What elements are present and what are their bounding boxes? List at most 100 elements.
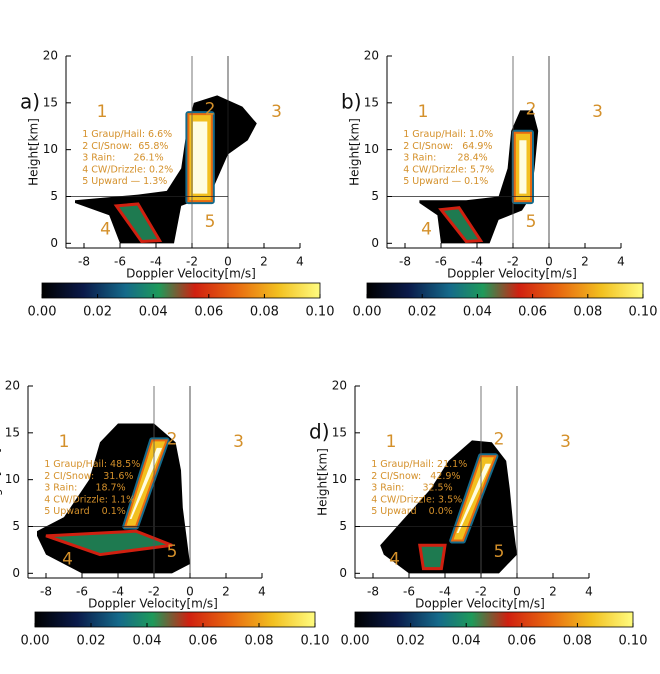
- colorbar-tick-label: 0.06: [507, 634, 536, 649]
- legend-entry: 4 CW/Drizzle: 3.5%: [371, 494, 462, 505]
- colorbar-tick-label: 0.08: [573, 305, 602, 320]
- y-tick-label: 10: [43, 142, 58, 156]
- colorbar-tick-label: 0.10: [619, 634, 648, 649]
- region-label: 2: [167, 429, 178, 449]
- y-axis-label: Height[km]: [0, 448, 3, 516]
- x-tick-label: 0: [224, 255, 232, 269]
- y-tick-label: 0: [339, 566, 347, 580]
- x-tick-label: 4: [585, 585, 593, 599]
- region-label: 2: [205, 99, 216, 119]
- y-tick-label: 5: [339, 519, 347, 533]
- legend-entry: 2 CI/Snow: 65.8%: [82, 141, 168, 152]
- legend-entry: 3 Rain: 26.1%: [82, 153, 163, 164]
- colorbar-tick-label: 0.02: [83, 305, 112, 320]
- region-label: 3: [233, 432, 244, 452]
- colorbar-tick-label: 0.04: [463, 305, 492, 320]
- region-label: 5: [494, 542, 505, 562]
- legend-entry: 5 Upward — 0.1%: [403, 176, 488, 187]
- x-tick-label: 0: [513, 585, 521, 599]
- panel-label: b): [341, 89, 362, 113]
- x-axis-label: Doppler Velocity[m/s]: [415, 597, 545, 611]
- y-tick-label: 0: [371, 236, 379, 250]
- x-tick-label: -4: [471, 255, 483, 269]
- y-tick-label: 20: [332, 379, 347, 393]
- x-tick-label: -8: [367, 585, 379, 599]
- x-tick-label: -4: [150, 255, 162, 269]
- colorbar: [41, 282, 321, 299]
- y-tick-label: 5: [371, 189, 379, 203]
- legend-entry: 5 Upward 0.0%: [371, 506, 453, 517]
- y-axis-label: Height[km]: [27, 118, 41, 186]
- density-rain: [113, 202, 163, 243]
- legend-entry: 4 CW/Drizzle: 0.2%: [82, 164, 173, 175]
- colorbar-tick-label: 0.10: [301, 634, 330, 649]
- colorbar-tick-label: 0.10: [629, 305, 658, 320]
- y-tick-label: 0: [12, 566, 20, 580]
- colorbar-tick-label: 0.00: [353, 305, 382, 320]
- y-tick-label: 0: [50, 236, 58, 250]
- legend-entry: 4 CW/Drizzle: 1.1%: [44, 494, 135, 505]
- legend-entry: 3 Rain: 18.7%: [44, 483, 125, 494]
- legend-entry: 3 Rain: 32.5%: [371, 483, 452, 494]
- density-core-peak: [192, 121, 208, 194]
- y-tick-label: 10: [332, 472, 347, 486]
- x-tick-label: 2: [581, 255, 589, 269]
- legend-entry: 1 Graup/Hail: 21.1%: [371, 459, 467, 470]
- x-tick-label: -8: [78, 255, 90, 269]
- y-tick-label: 5: [50, 189, 58, 203]
- region-label: 1: [386, 432, 397, 452]
- x-tick-label: 0: [186, 585, 194, 599]
- x-tick-label: -6: [114, 255, 126, 269]
- region-label: 5: [167, 542, 178, 562]
- x-tick-label: -6: [435, 255, 447, 269]
- y-tick-label: 10: [5, 472, 20, 486]
- legend-entry: 3 Rain: 28.4%: [403, 153, 487, 164]
- region-label: 5: [205, 212, 216, 232]
- x-tick-label: 2: [222, 585, 230, 599]
- colorbar-tick-label: 0.06: [189, 634, 218, 649]
- y-tick-label: 20: [364, 49, 379, 63]
- density-rain: [438, 206, 484, 243]
- panel-label: d): [309, 419, 330, 443]
- x-tick-label: 4: [258, 585, 266, 599]
- y-tick-label: 15: [332, 425, 347, 439]
- x-tick-label: 2: [260, 255, 268, 269]
- region-label: 1: [59, 432, 70, 452]
- colorbar-tick-label: 0.10: [306, 305, 335, 320]
- x-tick-label: -8: [399, 255, 411, 269]
- panel-label: c): [0, 419, 1, 443]
- region-label: 3: [592, 102, 603, 122]
- colorbar-tick-label: 0.02: [396, 634, 425, 649]
- colorbar-tick-label: 0.08: [563, 634, 592, 649]
- colorbar: [34, 611, 316, 628]
- colorbar-tick-label: 0.08: [245, 634, 274, 649]
- x-tick-label: 2: [549, 585, 557, 599]
- legend-entry: 1 Graup/Hail: 1.0%: [403, 129, 493, 140]
- colorbar: [354, 611, 634, 628]
- colorbar-tick-label: 0.04: [452, 634, 481, 649]
- y-tick-label: 20: [5, 379, 20, 393]
- colorbar-tick-label: 0.02: [77, 634, 106, 649]
- colorbar-tick-label: 0.02: [408, 305, 437, 320]
- region-label: 4: [100, 219, 111, 239]
- legend-entry: 2 CI/Snow: 64.9%: [403, 141, 492, 152]
- region-label: 4: [421, 219, 432, 239]
- colorbar-tick-label: 0.00: [28, 305, 57, 320]
- colorbar: [366, 282, 644, 299]
- y-tick-label: 15: [5, 425, 20, 439]
- x-axis-label: Doppler Velocity[m/s]: [88, 597, 218, 611]
- region-label: 1: [418, 102, 429, 122]
- panel-label: a): [20, 89, 40, 113]
- region-label: 1: [97, 102, 108, 122]
- x-tick-label: -2: [507, 255, 519, 269]
- region-label: 2: [494, 429, 505, 449]
- colorbar-tick-label: 0.04: [139, 305, 168, 320]
- x-tick-label: 0: [545, 255, 553, 269]
- legend-entry: 1 Graup/Hail: 6.6%: [82, 129, 172, 140]
- colorbar-tick-label: 0.06: [194, 305, 223, 320]
- y-axis-label: Height[km]: [348, 118, 362, 186]
- x-axis-label: Doppler Velocity[m/s]: [447, 267, 577, 281]
